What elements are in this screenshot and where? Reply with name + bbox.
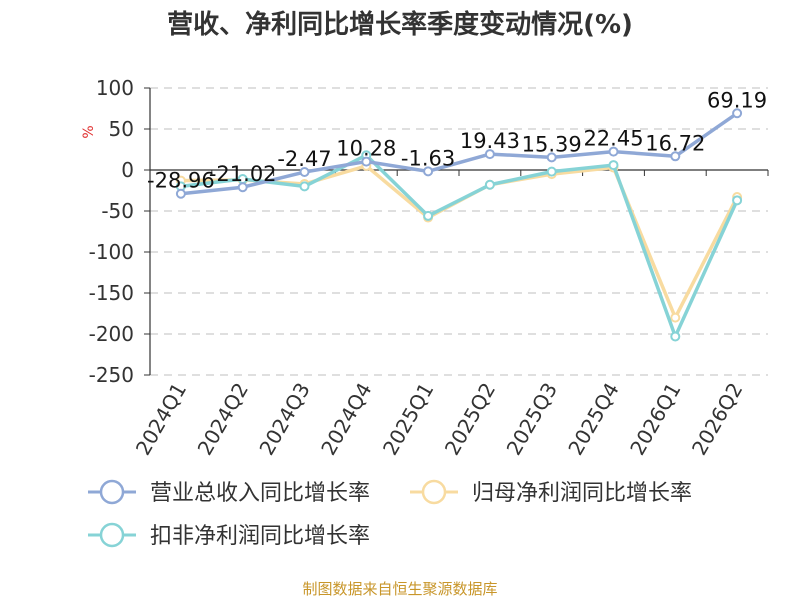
legend-item: 扣非净利润同比增长率 [88, 522, 370, 549]
legend-label: 营业总收入同比增长率 [150, 481, 370, 506]
data-point [670, 331, 681, 342]
legend-marker [421, 479, 447, 505]
y-axis-label: % [81, 125, 97, 138]
data-point [546, 166, 557, 177]
data-point [608, 146, 619, 157]
x-tick-label: 2024Q3 [254, 379, 314, 460]
x-tick-label: 2025Q2 [440, 379, 500, 460]
data-point [484, 179, 495, 190]
data-point [361, 156, 372, 167]
data-point [670, 151, 681, 162]
series-line [180, 153, 739, 339]
y-tick-label: -50 [101, 199, 134, 223]
data-point [608, 160, 619, 171]
data-point [670, 312, 681, 323]
data-point [299, 181, 310, 192]
data-point [484, 149, 495, 160]
series-line [180, 111, 739, 196]
y-tick-label: -250 [89, 363, 134, 387]
data-point [237, 182, 248, 193]
legend-item: 归母净利润同比增长率 [410, 479, 692, 506]
data-label: -21.02 [209, 162, 277, 186]
chart-title: 营收、净利同比增长率季度变动情况(%) [167, 10, 633, 40]
data-point [423, 210, 434, 221]
x-tick-label: 2025Q1 [378, 378, 438, 459]
legend-marker [99, 479, 125, 505]
y-tick-label: -150 [89, 281, 134, 305]
data-label: 16.72 [645, 131, 705, 155]
source-note: 制图数据来自恒生聚源数据库 [302, 580, 498, 598]
data-point [299, 167, 310, 178]
y-tick-label: -100 [89, 240, 134, 264]
x-tick-label: 2025Q3 [502, 379, 562, 460]
y-tick-label: -200 [89, 322, 134, 346]
data-label: -1.63 [401, 146, 455, 170]
y-tick-label: 50 [109, 117, 134, 141]
data-point [175, 188, 186, 199]
series-line [180, 164, 739, 320]
x-tick-label: 2024Q1 [131, 379, 191, 460]
data-label: -28.96 [147, 169, 215, 193]
data-point [732, 195, 743, 206]
data-label: 10.28 [336, 137, 396, 161]
y-tick-label: 0 [121, 158, 134, 182]
data-label: -2.47 [277, 147, 331, 171]
data-point [423, 166, 434, 177]
legend-label: 扣非净利润同比增长率 [150, 524, 370, 549]
grid-layer [150, 87, 768, 376]
x-tick-label: 2026Q1 [625, 379, 685, 460]
data-label: 15.39 [522, 132, 582, 156]
legend-label: 归母净利润同比增长率 [472, 481, 692, 506]
data-label: 69.19 [707, 88, 767, 112]
data-point [546, 152, 557, 163]
legend-item: 营业总收入同比增长率 [88, 479, 370, 506]
x-tick-label: 2026Q2 [687, 379, 747, 460]
data-label: 22.45 [583, 127, 643, 151]
data-label: 19.43 [460, 129, 520, 153]
series-layer [175, 108, 743, 342]
data-point [732, 108, 743, 119]
y-tick-label: 100 [96, 76, 134, 100]
x-tick-label: 2024Q4 [316, 379, 376, 460]
x-tick-label: 2024Q2 [193, 379, 253, 460]
x-tick-label: 2025Q4 [563, 379, 623, 460]
legend-marker [99, 522, 125, 548]
